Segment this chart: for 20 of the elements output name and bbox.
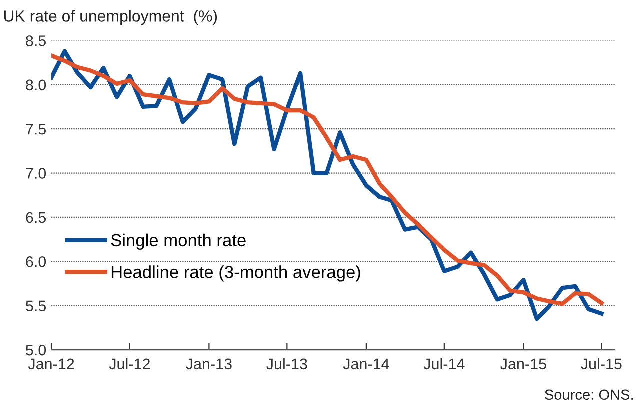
x-tick-label: Jan-14 — [343, 358, 390, 370]
y-tick-label: 6.5 — [26, 212, 46, 224]
x-tick-label: Jan-13 — [186, 358, 232, 370]
legend-label: Single month rate — [111, 234, 246, 250]
source-note: Source: ONS. — [545, 390, 634, 400]
y-tick-label: 8.5 — [26, 36, 46, 46]
x-tick-label: Jan-15 — [500, 358, 546, 370]
y-tick-label: 5.0 — [26, 344, 46, 356]
y-tick-label: 7.0 — [26, 168, 46, 179]
x-tick-label: Jul-12 — [109, 358, 150, 370]
y-axis-title: UK rate of unemployment (%) — [4, 10, 218, 26]
x-tick-label: Jan-12 — [28, 358, 74, 370]
x-tick-label: Jul-15 — [581, 358, 622, 370]
y-tick-label: 6.0 — [26, 256, 46, 268]
legend-label: Headline rate (3-month average) — [112, 266, 360, 282]
y-tick-label: 5.5 — [26, 300, 46, 312]
x-tick-label: Jul-14 — [424, 358, 465, 370]
x-tick-label: Jul-13 — [266, 358, 308, 370]
y-tick-label: 8.0 — [26, 80, 46, 91]
y-tick-label: 7.5 — [26, 124, 46, 135]
